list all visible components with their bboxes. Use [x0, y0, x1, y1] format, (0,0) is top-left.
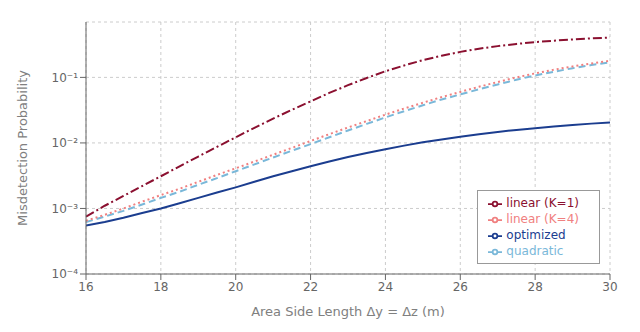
svg-text:24: 24	[378, 280, 393, 294]
svg-text:10⁻²: 10⁻²	[52, 136, 79, 150]
html-text:linear (K=1): linear (K=1)	[506, 196, 579, 210]
svg-text:22: 22	[303, 280, 318, 294]
svg-text:10⁻³: 10⁻³	[52, 202, 79, 216]
html-text:linear (K=4): linear (K=4)	[506, 212, 579, 226]
svg-text:20: 20	[228, 280, 243, 294]
svg-text:18: 18	[153, 280, 168, 294]
svg-text:10⁻¹: 10⁻¹	[52, 71, 79, 85]
svg-text:Area Side Length Δy = Δz (m): Area Side Length Δy = Δz (m)	[251, 304, 445, 319]
svg-text:30: 30	[602, 280, 617, 294]
svg-text:16: 16	[78, 280, 93, 294]
svg-text:26: 26	[453, 280, 468, 294]
svg-text:28: 28	[528, 280, 543, 294]
svg-text:10⁻⁴: 10⁻⁴	[52, 267, 79, 281]
html-text:quadratic: quadratic	[506, 244, 564, 258]
svg-text:Misdetection Probability: Misdetection Probability	[15, 70, 30, 226]
html-text:optimized: optimized	[506, 228, 566, 242]
